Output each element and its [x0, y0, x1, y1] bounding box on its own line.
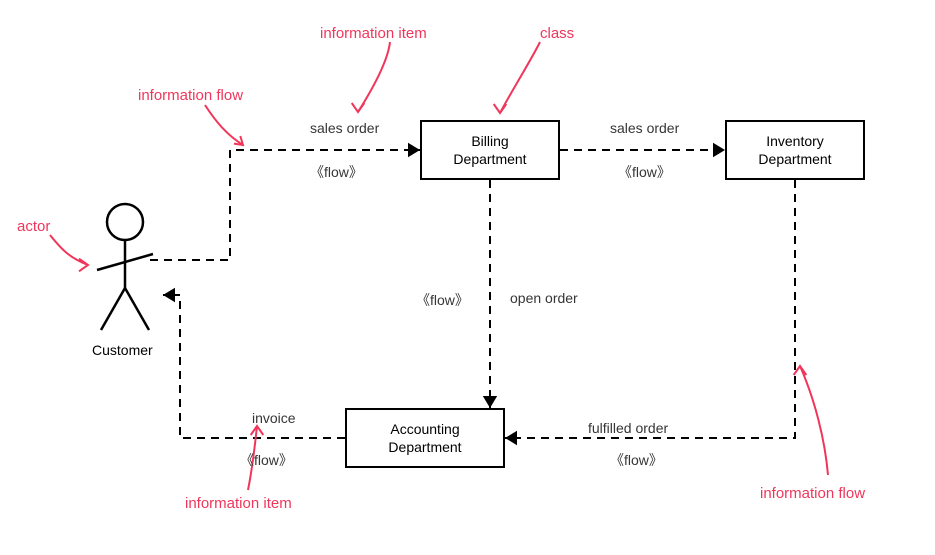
flow-edges — [150, 143, 795, 445]
sales-order-label-2: sales order — [610, 120, 679, 136]
open-order-label: open order — [510, 290, 578, 306]
flow-stereotype-3: 《flow》 — [416, 290, 469, 310]
annotation-class: class — [540, 25, 574, 42]
annotation-information-flow-left: information flow — [138, 87, 243, 104]
annotation-information-flow-right: information flow — [760, 485, 865, 502]
sales-order-label-1: sales order — [310, 120, 379, 136]
annotation-information-item-top: information item — [320, 25, 427, 42]
customer-actor-label: Customer — [92, 342, 153, 358]
flow-stereotype-2: 《flow》 — [618, 162, 671, 182]
fulfilled-order-label: fulfilled order — [588, 420, 668, 436]
diagram-svg — [0, 0, 935, 555]
customer-actor — [97, 204, 153, 330]
inventory-department-node: InventoryDepartment — [725, 120, 865, 180]
flow-stereotype-4: 《flow》 — [610, 450, 663, 470]
flow-stereotype-1: 《flow》 — [310, 162, 363, 182]
accounting-department-node: AccountingDepartment — [345, 408, 505, 468]
billing-department-node: BillingDepartment — [420, 120, 560, 180]
annotation-information-item-bottom: information item — [185, 495, 292, 512]
flow-stereotype-5: 《flow》 — [240, 450, 293, 470]
inventory-label: InventoryDepartment — [758, 132, 831, 168]
billing-label: BillingDepartment — [453, 132, 526, 168]
invoice-label: invoice — [252, 410, 296, 426]
accounting-label: AccountingDepartment — [388, 420, 461, 456]
annotation-actor: actor — [17, 218, 50, 235]
